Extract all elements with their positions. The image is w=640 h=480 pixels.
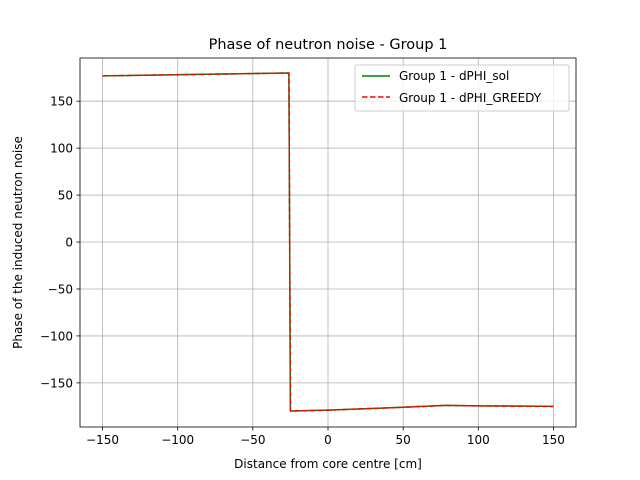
- legend-label-dphi-greedy: Group 1 - dPHI_GREEDY: [399, 91, 542, 105]
- series-layer: [102, 72, 554, 412]
- y-tick-label: 100: [50, 142, 73, 156]
- y-tick-label: −100: [40, 329, 73, 343]
- x-tick-label: 0: [324, 433, 332, 447]
- legend-label-dphi-sol: Group 1 - dPHI_sol: [399, 69, 509, 83]
- x-tick-label: 150: [542, 433, 565, 447]
- x-tick-label: −50: [240, 433, 265, 447]
- x-axis-label: Distance from core centre [cm]: [234, 457, 422, 471]
- x-tick-label: 100: [467, 433, 490, 447]
- axis-ticks: −150 −100 −50 0 50 100 150 −150 −100 −50 0 50 100 150: [40, 95, 565, 447]
- x-tick-label: −150: [86, 433, 119, 447]
- x-tick-label: −100: [161, 433, 194, 447]
- x-tick-label: 50: [396, 433, 411, 447]
- y-axis-label: Phase of the induced neutron noise: [11, 136, 25, 349]
- y-tick-label: −50: [48, 282, 73, 296]
- legend-frame: [354, 64, 570, 112]
- y-tick-label: 0: [65, 236, 73, 250]
- y-tick-label: 50: [58, 189, 73, 203]
- y-tick-label: −150: [40, 376, 73, 390]
- y-tick-label: 150: [50, 95, 73, 109]
- grid: [80, 58, 576, 427]
- chart-title: Phase of neutron noise - Group 1: [209, 37, 448, 53]
- legend: Group 1 - dPHI_sol Group 1 - dPHI_GREEDY: [354, 64, 570, 112]
- series-line-group-1-dphi-greedy: [102, 72, 554, 412]
